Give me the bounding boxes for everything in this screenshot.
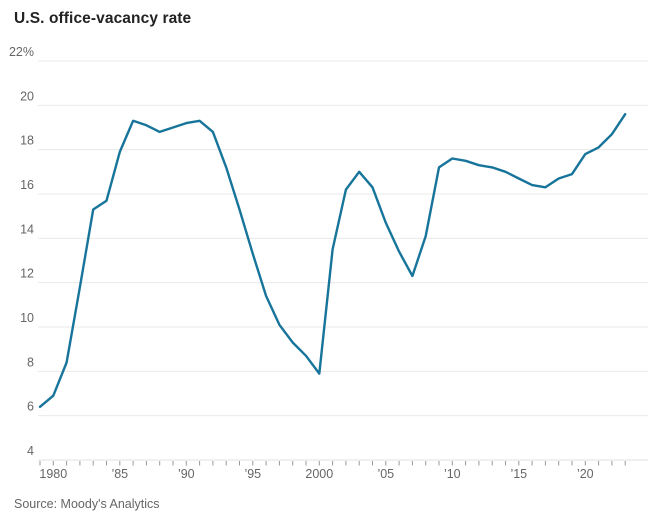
x-axis-label: ’95 <box>244 467 261 481</box>
x-axis-label: ’15 <box>510 467 527 481</box>
chart-source: Source: Moody's Analytics <box>14 497 160 511</box>
x-axis-label: ’85 <box>111 467 128 481</box>
x-axis-label: ’05 <box>377 467 394 481</box>
y-axis-label: 4 <box>27 444 34 458</box>
y-axis-label: 10 <box>20 311 34 325</box>
x-axis-label: 2000 <box>305 467 333 481</box>
y-axis-label: 12 <box>20 267 34 281</box>
y-axis-label: 14 <box>20 222 34 236</box>
y-axis-label: 6 <box>27 400 34 414</box>
x-axis-label: 1980 <box>39 467 67 481</box>
y-axis-label: 20 <box>20 89 34 103</box>
x-axis-label: ’10 <box>444 467 461 481</box>
y-axis-label: 16 <box>20 178 34 192</box>
vacancy-rate-line <box>38 112 627 408</box>
y-axis-label: 18 <box>20 134 34 148</box>
y-axis-label: 22% <box>9 45 34 59</box>
x-axis-label: ’20 <box>577 467 594 481</box>
y-axis-label: 8 <box>27 355 34 369</box>
chart-title: U.S. office-vacancy rate <box>14 10 192 27</box>
x-axis-label: ’90 <box>178 467 195 481</box>
